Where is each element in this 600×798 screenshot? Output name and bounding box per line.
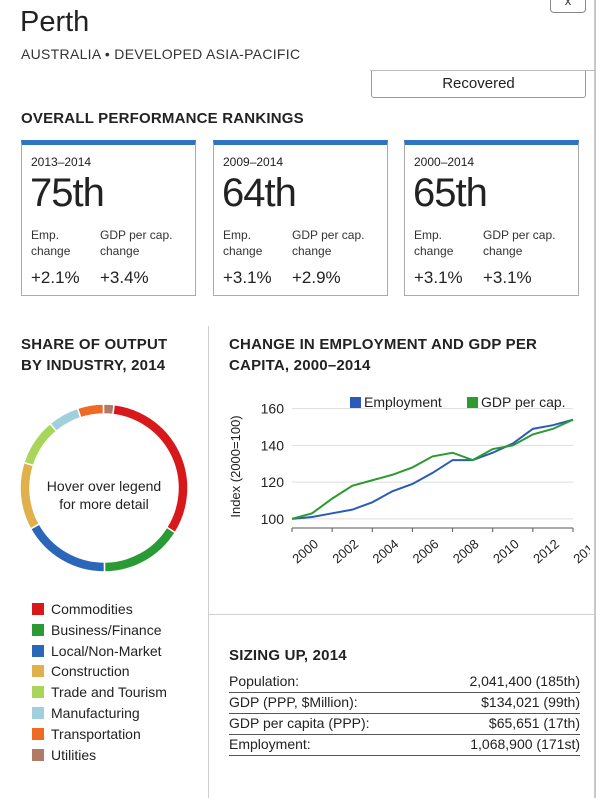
sizing-row: Employment: 1,068,900 (171st) <box>229 735 580 756</box>
x-tick-label: 2002 <box>329 536 361 566</box>
sizing-title: SIZING UP, 2014 <box>229 647 347 664</box>
close-button[interactable]: x <box>550 0 586 13</box>
donut-hint: Hover over legend for more detail <box>46 478 162 512</box>
legend-label: Local/Non-Market <box>51 642 162 659</box>
series-line-employment <box>291 418 574 520</box>
legend-label: Commodities <box>51 601 133 617</box>
legend-swatch <box>32 665 44 678</box>
rank-period: 2009–2014 <box>223 155 284 169</box>
legend-swatch <box>32 686 44 699</box>
legend-label: Business/Finance <box>51 621 162 638</box>
emp-change-label: Emp. change <box>414 228 454 258</box>
x-tick-label: 2014 <box>570 536 590 566</box>
rank-period: 2000–2014 <box>414 155 475 169</box>
gdp-change-label: GDP per cap. change <box>483 228 556 258</box>
column-divider <box>208 326 209 798</box>
emp-change-label: Emp. change <box>223 228 263 258</box>
chart-legend-swatch <box>350 397 361 408</box>
legend-label: Trade and Tourism <box>51 684 167 701</box>
y-tick-label: 140 <box>261 437 285 453</box>
series-line-gdp-per-cap- <box>291 418 574 520</box>
rank-card-2013-2014: 2013–2014 75th Emp. change GDP per cap. ch… <box>21 140 196 296</box>
emp-change-value: +2.1% <box>31 268 80 287</box>
sizing-row: Population: 2,041,400 (185th) <box>229 672 580 693</box>
y-axis-label: Index (2000=100) <box>228 415 243 517</box>
sizing-label: GDP per capita (PPP): <box>229 715 370 731</box>
rankings-title: OVERALL PERFORMANCE RANKINGS <box>21 110 304 127</box>
status-divider <box>370 70 596 71</box>
x-tick-label: 2012 <box>530 536 562 566</box>
sizing-table: Population: 2,041,400 (185th) GDP (PPP, $M… <box>229 672 580 756</box>
rank-value: 75th <box>30 171 105 215</box>
x-tick-label: 2010 <box>490 536 522 566</box>
sizing-row: GDP (PPP, $Million): $134,021 (99th) <box>229 693 580 714</box>
rank-value: 65th <box>413 171 488 215</box>
rank-card-2009-2014: 2009–2014 64th Emp. change GDP per cap. ch… <box>213 140 388 296</box>
y-tick-label: 160 <box>261 401 285 417</box>
legend-swatch <box>32 727 44 740</box>
employment-gdp-line-chart: Index (2000=100) 100 120 140 160 2000 2002 2004… <box>228 394 590 566</box>
x-tick-label: 2004 <box>370 536 402 566</box>
share-title: SHARE OF OUTPUT BY INDUSTRY, 2014 <box>21 336 168 374</box>
chart-legend-swatch <box>467 397 478 408</box>
x-tick-label: 2006 <box>410 536 442 566</box>
legend-label: Construction <box>51 663 130 680</box>
sizing-label: Employment: <box>229 736 311 752</box>
rank-value: 64th <box>222 171 297 215</box>
legend-swatch <box>32 644 44 657</box>
legend-label: Utilities <box>51 746 97 763</box>
y-tick-label: 100 <box>261 511 285 527</box>
chart-legend-label[interactable]: GDP per cap. <box>481 394 566 410</box>
gdp-change-value: +3.1% <box>483 268 532 287</box>
x-tick-label: 2008 <box>450 536 482 566</box>
legend-swatch <box>32 603 44 615</box>
emp-change-value: +3.1% <box>223 268 272 287</box>
legend-label: Transportation <box>51 725 141 742</box>
sizing-value: $134,021 (99th) <box>481 694 580 710</box>
emp-change-value: +3.1% <box>414 268 463 287</box>
sizing-value: 1,068,900 (171st) <box>470 736 580 752</box>
status-badge: Recovered <box>371 71 586 98</box>
legend-label: Manufacturing <box>51 704 140 721</box>
region-subtitle: AUSTRALIA • DEVELOPED ASIA-PACIFIC <box>21 46 301 62</box>
city-title: Perth <box>20 6 90 38</box>
legend-swatch <box>32 748 44 761</box>
rank-period: 2013–2014 <box>31 155 92 169</box>
sizing-label: GDP (PPP, $Million): <box>229 694 358 710</box>
gdp-change-label: GDP per cap. change <box>100 228 173 258</box>
donut-slice[interactable] <box>102 403 115 416</box>
legend-swatch <box>32 706 44 719</box>
close-icon[interactable]: x <box>564 0 572 8</box>
emp-change-label: Emp. change <box>31 228 71 258</box>
section-divider <box>208 614 596 615</box>
y-tick-label: 120 <box>261 474 285 490</box>
legend-swatch <box>32 623 44 636</box>
sizing-label: Population: <box>229 673 300 689</box>
sizing-value: 2,041,400 (185th) <box>469 673 580 689</box>
employment-chart-title: CHANGE IN EMPLOYMENT AND GDP PER CAPITA, … <box>229 336 538 374</box>
gdp-change-value: +3.4% <box>100 268 149 287</box>
gdp-change-value: +2.9% <box>292 268 341 287</box>
donut-slice[interactable] <box>49 407 82 433</box>
donut-slice[interactable] <box>103 526 177 573</box>
industry-donut-chart <box>19 403 189 573</box>
donut-slice[interactable] <box>23 422 58 467</box>
rank-card-2000-2014: 2000–2014 65th Emp. change GDP per cap. ch… <box>404 140 579 296</box>
donut-slice[interactable] <box>29 522 106 573</box>
chart-legend-label[interactable]: Employment <box>364 394 442 410</box>
x-tick-label: 2000 <box>289 536 321 566</box>
donut-slice[interactable] <box>112 403 189 534</box>
gdp-change-label: GDP per cap. change <box>292 228 365 258</box>
sizing-row: GDP per capita (PPP): $65,651 (17th) <box>229 714 580 735</box>
sizing-value: $65,651 (17th) <box>488 715 580 731</box>
donut-slice[interactable] <box>76 403 105 419</box>
